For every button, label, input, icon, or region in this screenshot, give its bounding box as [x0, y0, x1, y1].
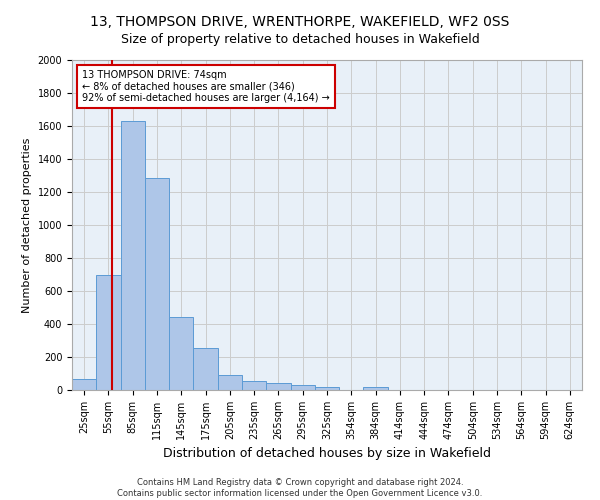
Bar: [121, 121, 145, 390]
Bar: [364, 387, 388, 390]
Bar: [169, 316, 193, 390]
Y-axis label: Number of detached properties: Number of detached properties: [22, 138, 32, 312]
Bar: [242, 381, 266, 390]
Text: Size of property relative to detached houses in Wakefield: Size of property relative to detached ho…: [121, 32, 479, 46]
Bar: [193, 348, 218, 390]
Text: 13 THOMPSON DRIVE: 74sqm
← 8% of detached houses are smaller (346)
92% of semi-d: 13 THOMPSON DRIVE: 74sqm ← 8% of detache…: [82, 70, 330, 103]
Bar: [145, 178, 169, 390]
Bar: [290, 386, 315, 390]
Bar: [72, 380, 96, 390]
Bar: [315, 386, 339, 390]
Bar: [266, 384, 290, 390]
Text: 13, THOMPSON DRIVE, WRENTHORPE, WAKEFIELD, WF2 0SS: 13, THOMPSON DRIVE, WRENTHORPE, WAKEFIEL…: [91, 15, 509, 29]
Bar: [218, 375, 242, 390]
X-axis label: Distribution of detached houses by size in Wakefield: Distribution of detached houses by size …: [163, 448, 491, 460]
Bar: [96, 276, 121, 390]
Text: Contains HM Land Registry data © Crown copyright and database right 2024.
Contai: Contains HM Land Registry data © Crown c…: [118, 478, 482, 498]
